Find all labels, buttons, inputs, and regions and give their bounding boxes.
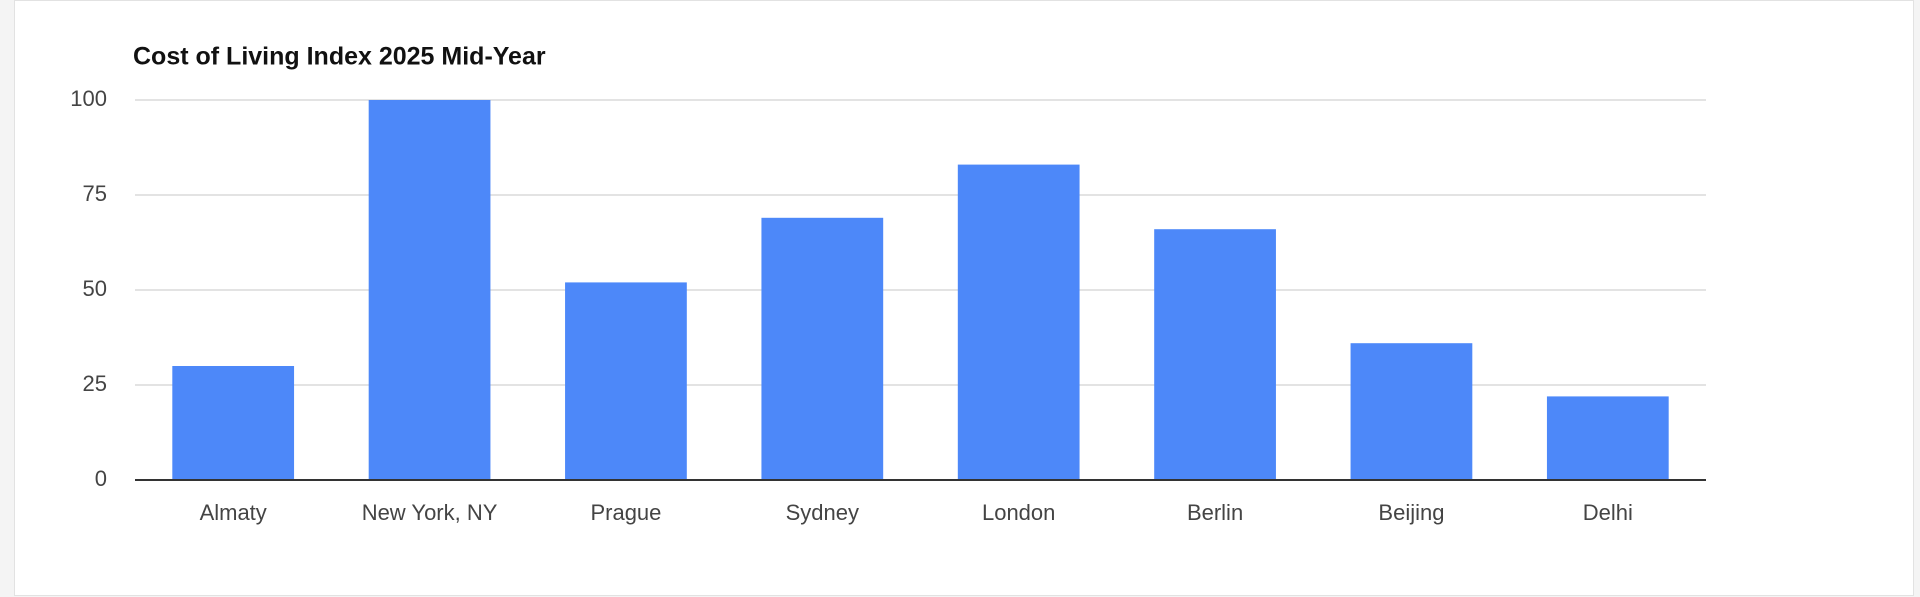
bar (368, 100, 491, 480)
x-tick-label: Almaty (200, 500, 267, 525)
y-tick-label: 50 (83, 276, 107, 301)
x-tick-label: New York, NY (362, 500, 498, 525)
bar (1154, 229, 1276, 480)
bar (1350, 343, 1473, 480)
chart-title: Cost of Living Index 2025 Mid-Year (133, 43, 546, 71)
bar (1546, 396, 1669, 480)
x-tick-label: Sydney (786, 500, 859, 525)
x-tick-label: Prague (590, 500, 661, 525)
y-tick-label: 75 (83, 181, 107, 206)
y-tick-label: 0 (95, 466, 107, 491)
bar (172, 366, 295, 480)
y-tick-label: 25 (83, 371, 107, 396)
y-tick-label: 100 (70, 86, 107, 111)
bar (957, 164, 1080, 480)
x-tick-label: Berlin (1187, 500, 1243, 525)
bar (565, 282, 687, 480)
x-tick-label: London (982, 500, 1055, 525)
bar (761, 217, 884, 481)
x-tick-label: Delhi (1583, 500, 1633, 525)
x-tick-label: Beijing (1378, 500, 1444, 525)
